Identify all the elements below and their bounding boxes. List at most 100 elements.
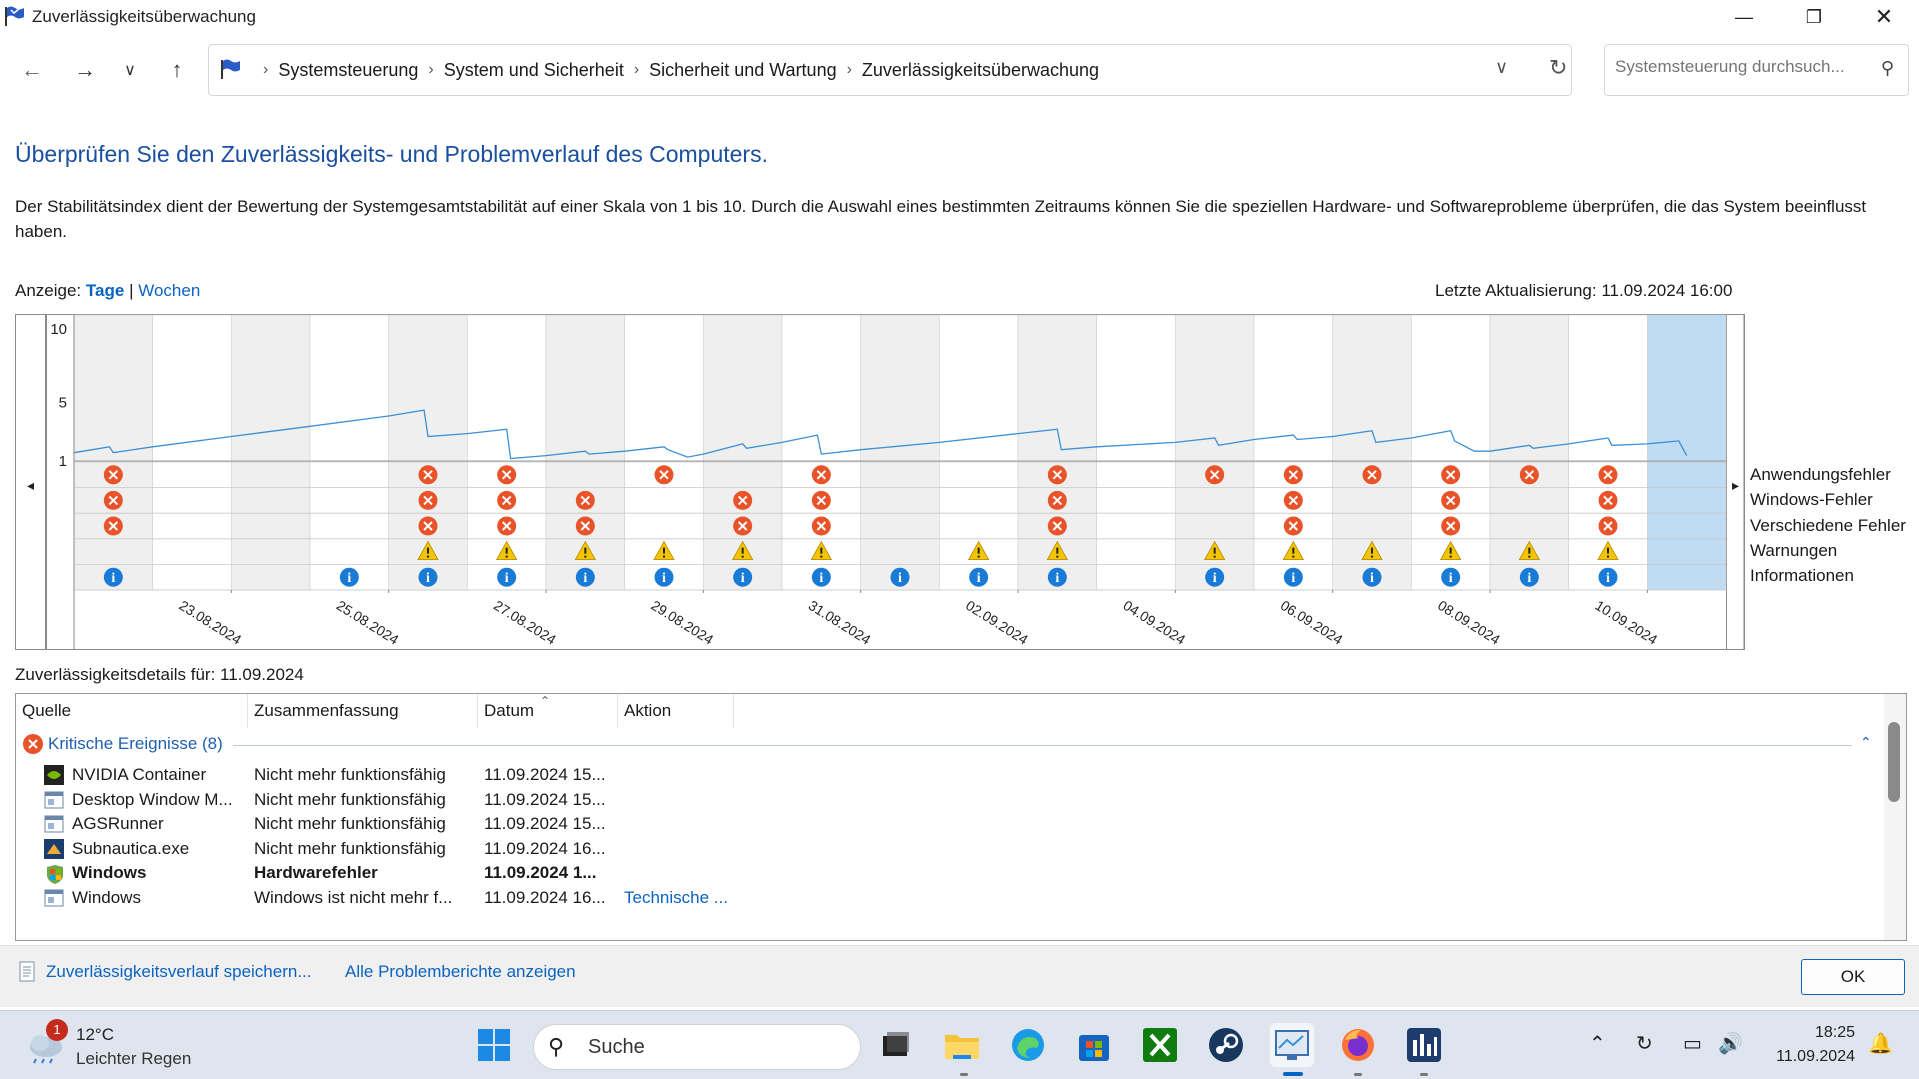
info-icon[interactable]: i (733, 567, 753, 587)
file-explorer-button[interactable] (940, 1023, 984, 1067)
group-header-critical[interactable]: Kritische Ereignisse (8) ⌃ (22, 730, 1872, 758)
search-box[interactable]: ⚲ (1604, 44, 1909, 96)
collapse-icon[interactable]: ⌃ (1860, 734, 1872, 750)
error-icon[interactable] (1047, 516, 1067, 536)
info-icon[interactable]: i (1283, 567, 1303, 587)
column-header-date[interactable]: Datum ⌃ (478, 694, 618, 728)
info-icon[interactable]: i (1362, 567, 1382, 587)
day-column[interactable] (860, 314, 940, 591)
warning-icon[interactable] (967, 540, 990, 560)
error-icon[interactable] (1362, 465, 1382, 485)
table-row[interactable]: Desktop Window M... Nicht mehr funktionsf… (16, 785, 1876, 815)
info-icon[interactable]: i (1598, 567, 1618, 587)
details-table[interactable]: Quelle Zusammenfassung Datum ⌃ Aktion Kr… (15, 693, 1907, 941)
warning-icon[interactable] (574, 540, 597, 560)
maximize-button[interactable]: ❐ (1805, 6, 1823, 27)
search-input[interactable] (1615, 57, 1865, 77)
forward-button[interactable]: → (69, 54, 101, 86)
error-icon[interactable] (418, 465, 438, 485)
error-icon[interactable] (1441, 490, 1461, 510)
error-icon[interactable] (811, 465, 831, 485)
error-icon[interactable] (733, 490, 753, 510)
error-icon[interactable] (1598, 516, 1618, 536)
error-icon[interactable] (103, 490, 123, 510)
column-header-summary[interactable]: Zusammenfassung (248, 694, 478, 728)
scroll-right-strip[interactable] (1726, 314, 1745, 650)
warning-icon[interactable] (1282, 540, 1305, 560)
day-column[interactable] (1647, 314, 1727, 591)
error-icon[interactable] (418, 516, 438, 536)
error-icon[interactable] (1283, 465, 1303, 485)
breadcrumb-item[interactable]: Zuverlässigkeitsüberwachung (861, 59, 1100, 80)
error-icon[interactable] (575, 490, 595, 510)
error-icon[interactable] (654, 465, 674, 485)
view-days-link[interactable]: Tage (85, 281, 125, 300)
weather-widget[interactable]: 1 12°C Leichter Regen (24, 1019, 224, 1071)
xbox-button[interactable] (1138, 1023, 1182, 1067)
breadcrumb-item[interactable]: Systemsteuerung (278, 59, 419, 80)
clock[interactable]: 18:25 11.09.2024 (1755, 1021, 1855, 1069)
warning-icon[interactable] (1518, 540, 1541, 560)
warning-icon[interactable] (1361, 540, 1383, 560)
firefox-button[interactable] (1336, 1023, 1380, 1067)
info-icon[interactable]: i (1047, 567, 1067, 587)
reliability-chart[interactable]: ◂ 10 5 1 i i i i i i i i i i i i i i i i i ▸ 23.08.2024 25.08.2… (15, 314, 1745, 650)
row-action[interactable]: Technische ... (624, 888, 728, 907)
warning-icon[interactable] (1046, 540, 1069, 560)
app-monitor-button[interactable] (1402, 1023, 1446, 1067)
error-icon[interactable] (1441, 516, 1461, 536)
info-icon[interactable]: i (969, 567, 989, 587)
info-icon[interactable]: i (103, 567, 123, 587)
error-icon[interactable] (575, 516, 595, 536)
info-icon[interactable]: i (1519, 567, 1539, 587)
info-icon[interactable]: i (339, 567, 359, 587)
warning-icon[interactable] (1203, 540, 1226, 560)
task-view-button[interactable] (874, 1023, 918, 1067)
search-icon[interactable]: ⚲ (1880, 58, 1894, 78)
column-header-source[interactable]: Quelle (16, 694, 248, 728)
error-icon[interactable] (497, 465, 517, 485)
error-icon[interactable] (1519, 465, 1539, 485)
info-icon[interactable]: i (1441, 567, 1461, 587)
error-icon[interactable] (497, 490, 517, 510)
warning-icon[interactable] (653, 540, 675, 560)
error-icon[interactable] (1598, 465, 1618, 485)
warning-icon[interactable] (1439, 540, 1462, 560)
save-history-link[interactable]: Zuverlässigkeitsverlauf speichern... (46, 962, 312, 981)
up-button[interactable]: ↑ (161, 54, 193, 86)
info-icon[interactable]: i (575, 567, 595, 587)
error-icon[interactable] (811, 490, 831, 510)
table-row[interactable]: Subnautica.exe Nicht mehr funktionsfähig 1… (16, 834, 1876, 864)
table-row[interactable]: Windows Windows ist nicht mehr f... 11.09.… (16, 883, 1876, 913)
error-icon[interactable] (418, 490, 438, 510)
network-icon[interactable]: ▭ (1683, 1033, 1702, 1055)
table-row[interactable]: Windows Hardwarefehler 11.09.2024 1... (16, 858, 1876, 888)
error-icon[interactable] (1598, 490, 1618, 510)
ok-button[interactable]: OK (1801, 959, 1905, 995)
warning-icon[interactable] (417, 540, 439, 560)
error-icon[interactable] (1283, 516, 1303, 536)
table-row[interactable]: AGSRunner Nicht mehr funktionsfähig 11.09.… (16, 809, 1876, 839)
warning-icon[interactable] (495, 540, 518, 560)
info-icon[interactable]: i (497, 567, 517, 587)
scrollbar-thumb[interactable] (1888, 722, 1900, 802)
address-bar[interactable]: › Systemsteuerung › System und Sicherhei… (208, 44, 1572, 96)
reliability-monitor-button[interactable] (1270, 1023, 1314, 1067)
day-column[interactable] (152, 314, 232, 591)
error-icon[interactable] (1205, 465, 1225, 485)
notification-bell-icon[interactable]: 🔔 (1868, 1033, 1893, 1055)
scroll-left-icon[interactable]: ◂ (27, 477, 34, 493)
info-icon[interactable]: i (811, 567, 831, 587)
error-icon[interactable] (1441, 465, 1461, 485)
refresh-icon[interactable]: ↻ (1549, 55, 1568, 80)
day-column[interactable] (1096, 314, 1176, 591)
error-icon[interactable] (103, 465, 123, 485)
error-icon[interactable] (1283, 490, 1303, 510)
store-button[interactable] (1072, 1023, 1116, 1067)
scroll-right-icon[interactable]: ▸ (1732, 477, 1739, 493)
table-row[interactable]: NVIDIA Container Nicht mehr funktionsfähi… (16, 760, 1876, 790)
edge-button[interactable] (1006, 1023, 1050, 1067)
steam-button[interactable] (1204, 1023, 1248, 1067)
volume-icon[interactable]: 🔊 (1718, 1033, 1743, 1055)
